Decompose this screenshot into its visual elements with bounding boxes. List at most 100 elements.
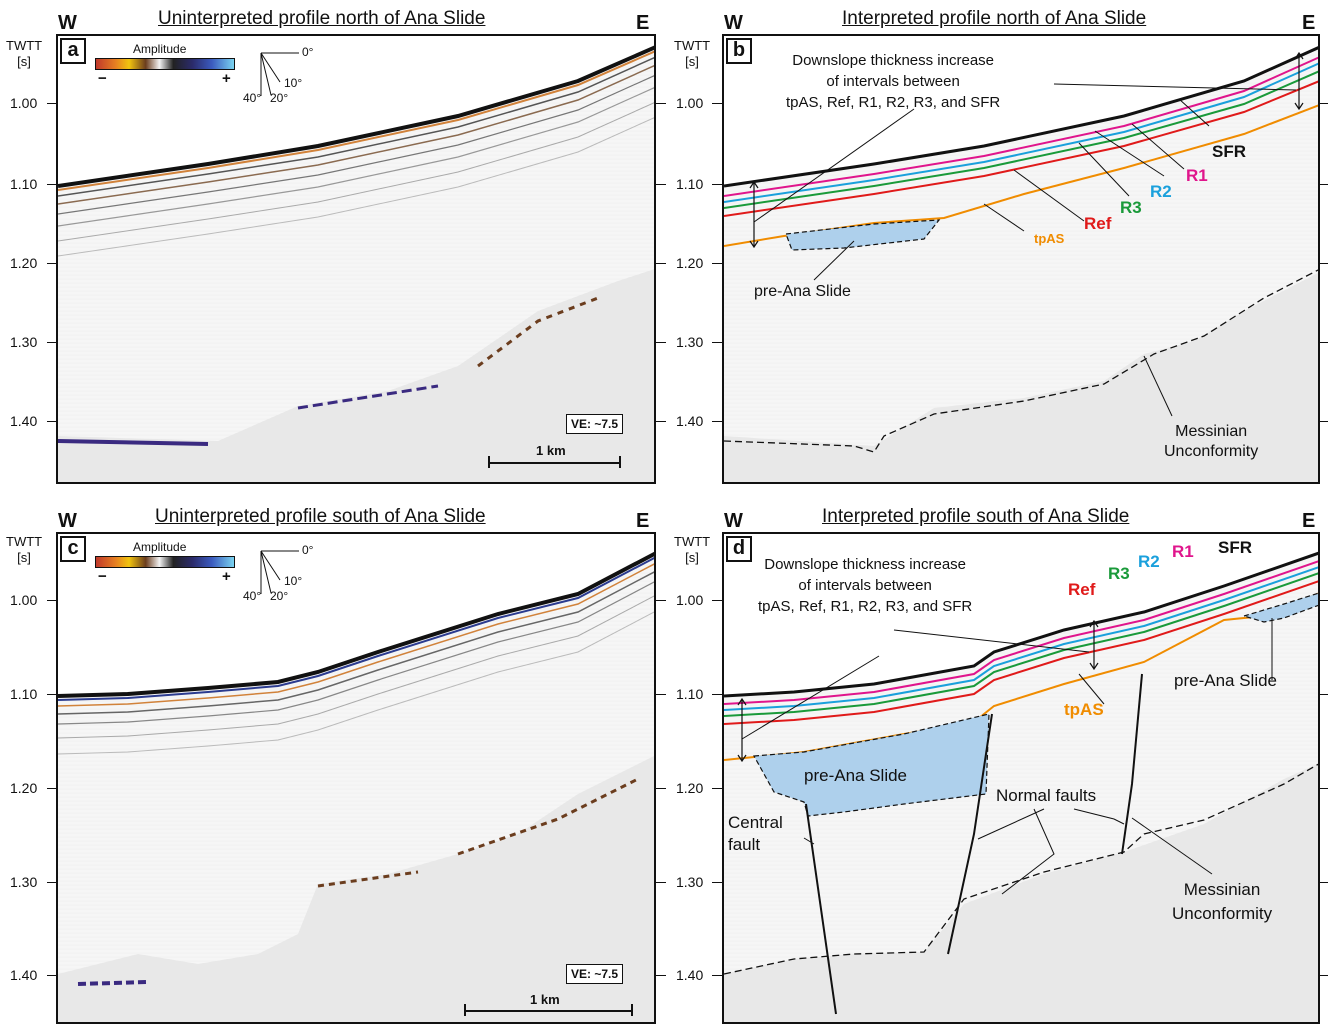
tick-label: 1.30 — [676, 334, 704, 350]
amplitude-colorbar-a — [95, 58, 235, 70]
tick-mark — [656, 788, 666, 789]
tick-mark — [1318, 342, 1328, 343]
tick-mark — [712, 694, 722, 695]
thickness-note-d: Downslope thickness increase of interval… — [758, 556, 973, 615]
tick-mark — [1318, 788, 1328, 789]
axis-title-bottom-mid: TWTT [s] — [674, 534, 711, 565]
tick-mark — [656, 342, 666, 343]
scale-text-c: 1 km — [530, 992, 560, 1007]
tick-mark — [656, 103, 666, 104]
tick-label: 1.00 — [10, 95, 38, 111]
angle-10: 10° — [284, 574, 303, 588]
label-tpas-d: tpAS — [1064, 700, 1104, 719]
amplitude-plus-a: + — [222, 70, 231, 87]
angle-20: 20° — [270, 589, 289, 603]
tick-mark — [1318, 263, 1328, 264]
tick-mark — [712, 184, 722, 185]
amplitude-colorbar-c — [95, 556, 235, 568]
tick-mark — [47, 342, 57, 343]
tick-mark — [47, 882, 57, 883]
tick-mark — [656, 694, 666, 695]
tick-mark — [656, 421, 666, 422]
scale-tick — [488, 456, 490, 468]
seismic-section-b — [724, 36, 1318, 482]
tick-label: 1.00 — [676, 592, 704, 608]
tick-mark — [1318, 975, 1328, 976]
label-r1-d: R1 — [1172, 542, 1194, 561]
east-label-d: E — [1302, 510, 1316, 532]
amplitude-plus-c: + — [222, 568, 231, 585]
tick-mark — [1318, 600, 1328, 601]
tick-mark — [656, 263, 666, 264]
label-messinian-b: Messinian Unconformity — [1164, 423, 1259, 460]
tick-label: 1.40 — [10, 413, 38, 429]
west-label-c: W — [58, 510, 77, 532]
title-c: Uninterpreted profile south of Ana Slide — [155, 506, 486, 527]
tick-label: 1.30 — [676, 874, 704, 890]
axis-title-top-left: TWTT [s] — [6, 38, 43, 69]
tick-mark — [656, 882, 666, 883]
label-r3: R3 — [1120, 198, 1142, 217]
tick-mark — [1318, 421, 1328, 422]
amplitude-minus-a: − — [98, 70, 107, 87]
panel-letter-b: b — [726, 38, 752, 64]
seismic-section-c — [58, 534, 654, 1022]
tick-mark — [47, 103, 57, 104]
scale-text-a: 1 km — [536, 443, 566, 458]
tick-mark — [1318, 103, 1328, 104]
west-label-b: W — [724, 12, 743, 34]
tick-mark — [47, 184, 57, 185]
tick-label: 1.30 — [10, 334, 38, 350]
seismic-panel-c: c VE: ~7.5 1 km Amplitude − + 0° 10° 20°… — [56, 532, 656, 1024]
label-pre-ana-slide-right: pre-Ana Slide — [1174, 671, 1278, 690]
tick-mark — [1318, 694, 1328, 695]
scale-bar-c — [464, 1010, 632, 1012]
title-a: Uninterpreted profile north of Ana Slide — [158, 8, 486, 29]
tick-label: 1.30 — [10, 874, 38, 890]
panel-letter-d: d — [726, 536, 752, 562]
label-ref: Ref — [1084, 214, 1112, 233]
vertical-exaggeration-c: VE: ~7.5 — [566, 964, 624, 984]
panel-letter-a: a — [60, 38, 86, 64]
angle-0: 0° — [302, 45, 314, 59]
tick-mark — [47, 600, 57, 601]
label-pre-ana-slide-left: pre-Ana Slide — [804, 766, 908, 785]
tick-label: 1.00 — [676, 95, 704, 111]
tick-mark — [47, 975, 57, 976]
tick-mark — [47, 788, 57, 789]
seismic-section-a — [58, 36, 654, 482]
tick-mark — [656, 600, 666, 601]
label-pre-ana-slide-b: pre-Ana Slide — [754, 283, 851, 300]
tick-mark — [712, 600, 722, 601]
amplitude-title-a: Amplitude — [133, 42, 187, 56]
scale-tick — [631, 1004, 633, 1016]
tick-label: 1.10 — [10, 176, 38, 192]
seismic-panel-b: b Downslope thickness increase of interv… — [722, 34, 1320, 484]
tick-label: 1.20 — [10, 780, 38, 796]
tick-mark — [712, 103, 722, 104]
label-r2: R2 — [1150, 182, 1172, 201]
tick-label: 1.10 — [676, 686, 704, 702]
tick-mark — [712, 788, 722, 789]
tick-mark — [712, 975, 722, 976]
axis-title-bottom-left: TWTT [s] — [6, 534, 43, 565]
tick-mark — [47, 421, 57, 422]
west-label-a: W — [58, 12, 77, 34]
label-central-fault: Central fault — [728, 813, 783, 854]
seismic-panel-d: d Downslope thickness increase of interv… — [722, 532, 1320, 1024]
angle-10: 10° — [284, 76, 303, 90]
east-label-a: E — [636, 12, 650, 34]
angle-20: 20° — [270, 91, 289, 105]
tick-mark — [1318, 184, 1328, 185]
tick-mark — [1318, 882, 1328, 883]
amplitude-title-c: Amplitude — [133, 540, 187, 554]
tick-mark — [712, 263, 722, 264]
tick-mark — [656, 975, 666, 976]
scale-tick — [619, 456, 621, 468]
angle-40: 40° — [243, 589, 262, 603]
label-normal-faults: Normal faults — [996, 786, 1097, 805]
west-label-d: W — [724, 510, 743, 532]
label-messinian-d: Messinian Unconformity — [1172, 880, 1273, 923]
title-d: Interpreted profile south of Ana Slide — [822, 506, 1130, 527]
east-label-b: E — [1302, 12, 1316, 34]
